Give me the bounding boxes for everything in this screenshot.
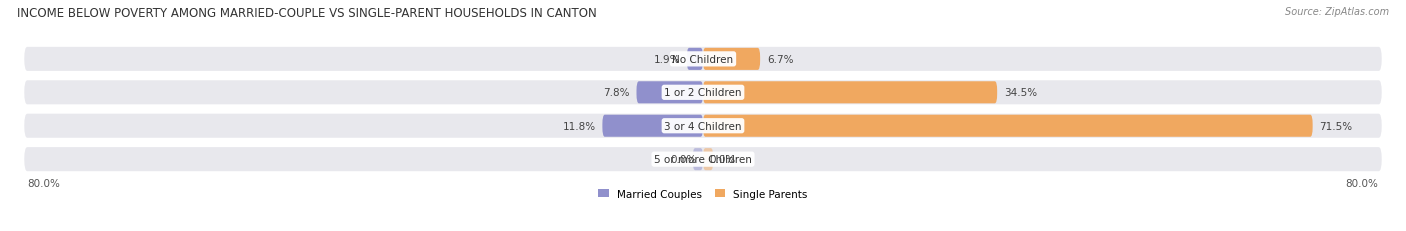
Text: 1.9%: 1.9% [654, 55, 681, 65]
FancyBboxPatch shape [703, 149, 713, 170]
Text: 71.5%: 71.5% [1319, 121, 1353, 131]
FancyBboxPatch shape [703, 82, 997, 104]
Text: INCOME BELOW POVERTY AMONG MARRIED-COUPLE VS SINGLE-PARENT HOUSEHOLDS IN CANTON: INCOME BELOW POVERTY AMONG MARRIED-COUPL… [17, 7, 596, 20]
FancyBboxPatch shape [686, 49, 703, 71]
Text: 7.8%: 7.8% [603, 88, 630, 98]
FancyBboxPatch shape [602, 115, 703, 137]
Text: 6.7%: 6.7% [766, 55, 793, 65]
Text: 1 or 2 Children: 1 or 2 Children [664, 88, 742, 98]
FancyBboxPatch shape [703, 115, 1313, 137]
Legend: Married Couples, Single Parents: Married Couples, Single Parents [595, 185, 811, 203]
FancyBboxPatch shape [637, 82, 703, 104]
Text: 34.5%: 34.5% [1004, 88, 1038, 98]
Text: Source: ZipAtlas.com: Source: ZipAtlas.com [1285, 7, 1389, 17]
FancyBboxPatch shape [693, 149, 703, 170]
Text: 5 or more Children: 5 or more Children [654, 155, 752, 164]
FancyBboxPatch shape [24, 81, 1382, 105]
Text: 3 or 4 Children: 3 or 4 Children [664, 121, 742, 131]
Text: 11.8%: 11.8% [562, 121, 596, 131]
Text: 0.0%: 0.0% [710, 155, 737, 164]
FancyBboxPatch shape [24, 114, 1382, 138]
FancyBboxPatch shape [24, 48, 1382, 72]
Text: 80.0%: 80.0% [1346, 179, 1378, 188]
Text: No Children: No Children [672, 55, 734, 65]
Text: 0.0%: 0.0% [669, 155, 696, 164]
Text: 80.0%: 80.0% [28, 179, 60, 188]
FancyBboxPatch shape [703, 49, 761, 71]
FancyBboxPatch shape [24, 147, 1382, 171]
